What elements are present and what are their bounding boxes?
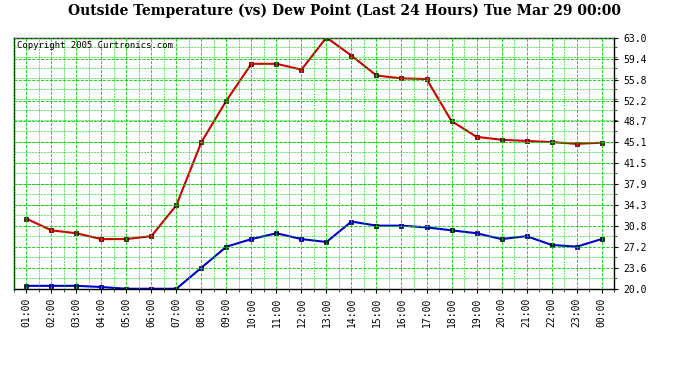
Text: Copyright 2005 Curtronics.com: Copyright 2005 Curtronics.com xyxy=(17,41,172,50)
Text: Outside Temperature (vs) Dew Point (Last 24 Hours) Tue Mar 29 00:00: Outside Temperature (vs) Dew Point (Last… xyxy=(68,4,622,18)
